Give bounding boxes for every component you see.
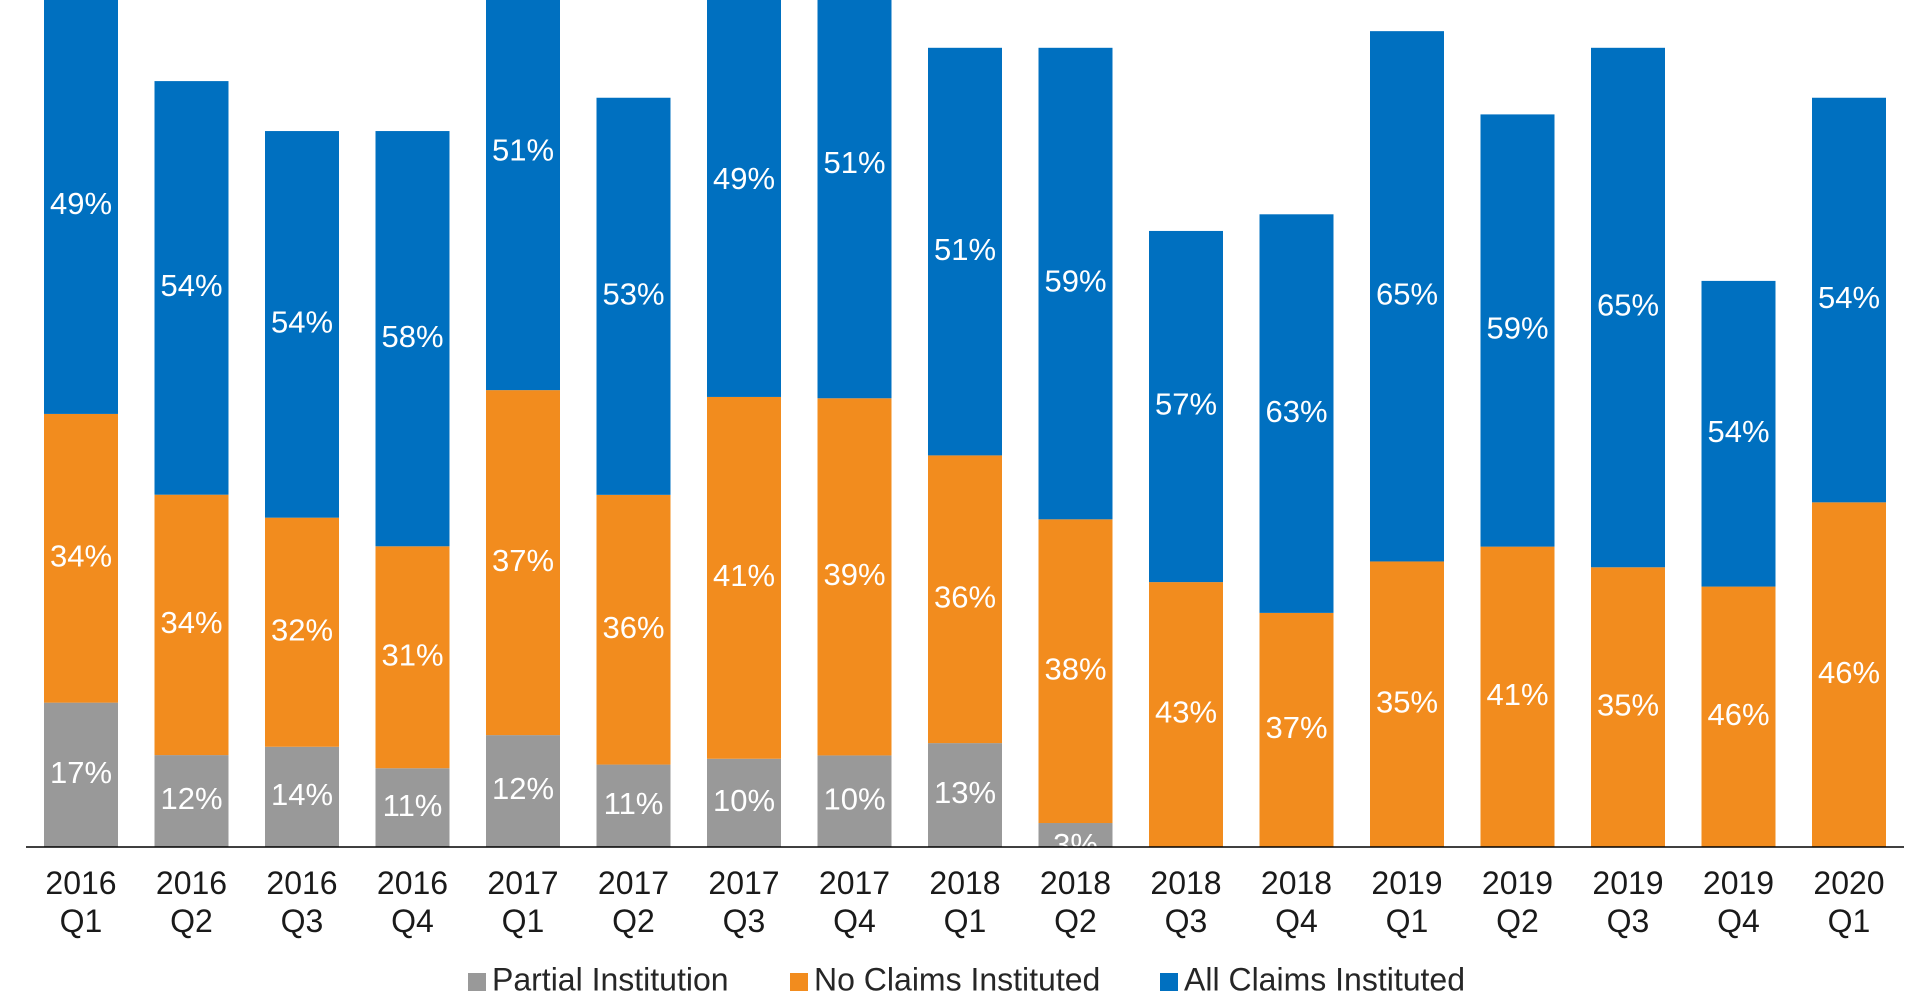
- data-label: 43%: [1155, 695, 1217, 730]
- x-tick-label-quarter: Q1: [1828, 903, 1871, 939]
- stacked-bar-chart: 17% 34% 49% 12% 34% 54% 14% 32% 54% 11% 31% 58% 12% 3…: [0, 0, 1920, 1004]
- x-tick-label-year: 2017: [487, 865, 558, 901]
- x-tick-label-quarter: Q2: [612, 903, 655, 939]
- data-label: 35%: [1376, 684, 1438, 719]
- data-label: 51%: [823, 145, 885, 180]
- bar-segment-all-claims-instituted-6: [707, 0, 781, 397]
- data-label: 10%: [823, 781, 885, 816]
- data-label: 36%: [602, 610, 664, 645]
- data-label: 11%: [604, 786, 664, 821]
- x-tick-label-quarter: Q3: [1607, 903, 1650, 939]
- data-label: 36%: [934, 579, 996, 614]
- data-label: 32%: [271, 612, 333, 647]
- data-label: 17%: [50, 755, 112, 790]
- x-tick-label-quarter: Q3: [723, 903, 766, 939]
- x-tick-label-quarter: Q1: [502, 903, 545, 939]
- bar-segment-all-claims-instituted-4: [486, 0, 560, 390]
- x-tick-label-quarter: Q2: [1496, 903, 1539, 939]
- data-label: 31%: [381, 637, 443, 672]
- x-tick-label-year: 2016: [45, 865, 116, 901]
- x-tick-label-quarter: Q4: [1717, 903, 1760, 939]
- x-tick-label-quarter: Q4: [1275, 903, 1318, 939]
- data-label: 35%: [1597, 687, 1659, 722]
- data-label: 39%: [823, 557, 885, 592]
- x-tick-label-quarter: Q4: [391, 903, 434, 939]
- x-tick-label-year: 2018: [1150, 865, 1221, 901]
- x-tick-label-year: 2019: [1371, 865, 1442, 901]
- legend-swatch: [790, 973, 808, 991]
- data-label: 54%: [160, 268, 222, 303]
- x-tick-label-quarter: Q3: [1165, 903, 1208, 939]
- data-label: 53%: [602, 276, 664, 311]
- data-label: 51%: [492, 133, 554, 168]
- bar-segment-all-claims-instituted-7: [818, 0, 892, 398]
- data-label: 57%: [1155, 387, 1217, 422]
- x-tick-label-quarter: Q3: [281, 903, 324, 939]
- legend: Partial Institution No Claims Instituted A…: [468, 961, 1465, 997]
- legend-swatch: [468, 973, 486, 991]
- data-label: 41%: [713, 558, 775, 593]
- x-tick-label-year: 2017: [708, 865, 779, 901]
- legend-label: Partial Institution: [492, 961, 729, 997]
- data-label: 65%: [1376, 276, 1438, 311]
- data-label: 49%: [50, 186, 112, 221]
- data-label: 46%: [1818, 655, 1880, 690]
- data-label: 12%: [160, 781, 222, 816]
- data-label: 12%: [492, 771, 554, 806]
- data-label: 54%: [271, 305, 333, 340]
- x-tick-label-year: 2020: [1813, 865, 1884, 901]
- x-tick-label-year: 2018: [1040, 865, 1111, 901]
- data-label: 38%: [1044, 651, 1106, 686]
- data-label: 37%: [1265, 710, 1327, 745]
- data-label: 54%: [1707, 414, 1769, 449]
- legend-label: All Claims Instituted: [1184, 961, 1465, 997]
- data-label: 34%: [160, 605, 222, 640]
- x-tick-label-year: 2018: [929, 865, 1000, 901]
- x-tick-label-quarter: Q2: [1054, 903, 1097, 939]
- data-label: 10%: [713, 783, 775, 818]
- data-label: 14%: [271, 777, 333, 812]
- data-label: 58%: [381, 319, 443, 354]
- data-label: 46%: [1707, 697, 1769, 732]
- legend-swatch: [1160, 973, 1178, 991]
- x-tick-label-year: 2016: [266, 865, 337, 901]
- x-tick-label-quarter: Q1: [944, 903, 987, 939]
- x-tick-label-year: 2019: [1592, 865, 1663, 901]
- x-tick-label-quarter: Q4: [833, 903, 876, 939]
- x-tick-label-year: 2016: [377, 865, 448, 901]
- data-label: 63%: [1265, 394, 1327, 429]
- data-label: 37%: [492, 543, 554, 578]
- data-label: 11%: [383, 788, 443, 823]
- data-label: 41%: [1486, 677, 1548, 712]
- x-tick-label-year: 2017: [598, 865, 669, 901]
- data-label: 34%: [50, 538, 112, 573]
- data-label: 54%: [1818, 280, 1880, 315]
- x-tick-label-quarter: Q1: [1386, 903, 1429, 939]
- x-tick-labels-group: 2016Q12016Q22016Q32016Q42017Q12017Q22017…: [45, 865, 1884, 939]
- x-tick-label-year: 2016: [156, 865, 227, 901]
- x-tick-label-quarter: Q2: [170, 903, 213, 939]
- data-label: 51%: [934, 232, 996, 267]
- data-label: 59%: [1044, 264, 1106, 299]
- x-tick-label-year: 2017: [819, 865, 890, 901]
- x-tick-label-year: 2018: [1261, 865, 1332, 901]
- x-tick-label-year: 2019: [1703, 865, 1774, 901]
- x-tick-label-year: 2019: [1482, 865, 1553, 901]
- data-label: 13%: [934, 775, 996, 810]
- data-label: 3%: [1053, 827, 1098, 862]
- x-tick-label-quarter: Q1: [60, 903, 103, 939]
- data-label: 59%: [1486, 311, 1548, 346]
- data-label: 65%: [1597, 288, 1659, 323]
- legend-label: No Claims Instituted: [814, 961, 1100, 997]
- data-label: 49%: [713, 161, 775, 196]
